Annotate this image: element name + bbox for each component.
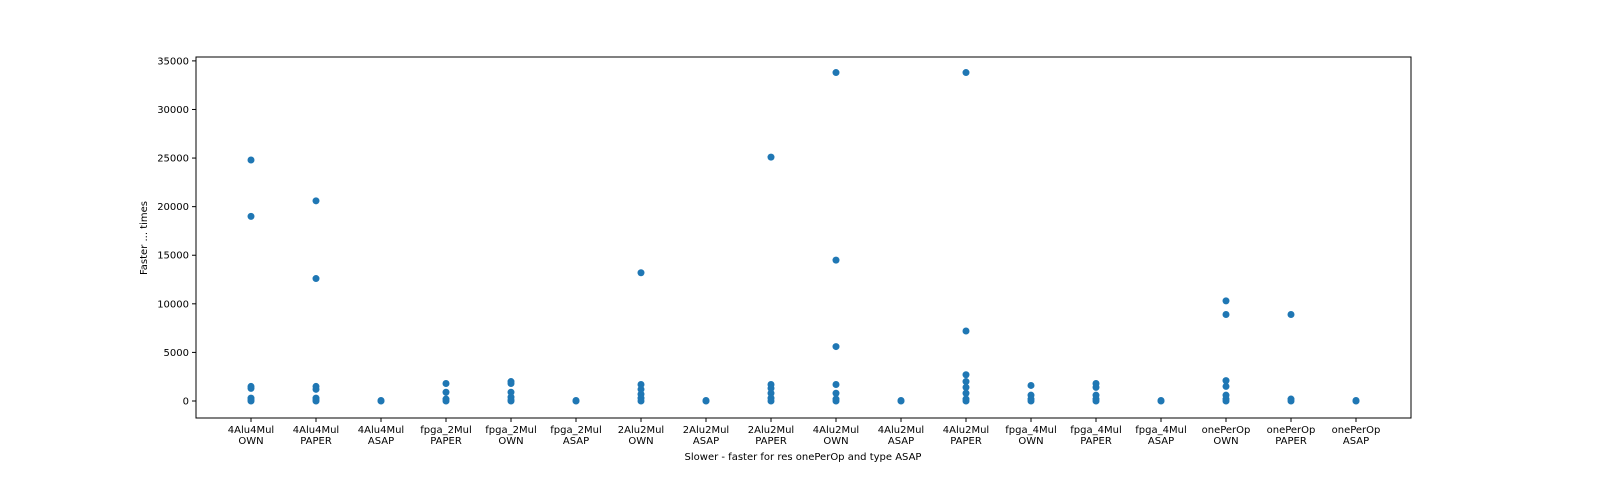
point [832,389,840,397]
point [1222,311,1230,319]
x-tick-label: 4Alu4Mul PAPER [293,425,339,447]
plot-frame [195,56,1412,419]
point [702,397,710,405]
x-axis-label: Slower - faster for res onePerOp and typ… [685,452,922,463]
point [962,378,970,386]
point [832,343,840,351]
point [897,397,905,405]
point [1222,377,1230,385]
x-tick-label: onePerOp PAPER [1267,425,1316,447]
point [1027,381,1035,389]
y-axis-label: Faster ... times [139,201,150,275]
y-tick-label: 35000 [157,56,189,67]
y-tick-label: 10000 [157,299,189,310]
x-tick-label: 4Alu4Mul ASAP [358,425,404,447]
point [637,397,645,405]
point [962,389,970,397]
point [962,69,970,77]
point [1287,397,1295,405]
point [767,384,775,392]
point [377,397,385,405]
x-tick-label: 4Alu2Mul PAPER [943,425,989,447]
point [962,397,970,405]
point [1092,383,1100,391]
point [312,275,320,283]
y-tick-label: 15000 [157,251,189,262]
point [832,397,840,405]
y-tick-label: 20000 [157,202,189,213]
point [1092,397,1100,405]
point [312,197,320,205]
point [1027,397,1035,405]
y-tick-label: 30000 [157,105,189,116]
point [507,397,515,405]
x-tick-label: onePerOp ASAP [1332,425,1381,447]
point [247,212,255,220]
point [247,156,255,164]
point [1352,397,1360,405]
x-tick-label: 4Alu2Mul OWN [813,425,859,447]
x-tick-label: 4Alu4Mul OWN [228,425,274,447]
x-tick-label: 2Alu2Mul PAPER [748,425,794,447]
point [962,371,970,379]
y-tick-label: 5000 [164,348,189,359]
x-tick-label: fpga_4Mul ASAP [1135,425,1186,447]
point [1222,297,1230,305]
point [767,153,775,161]
point [962,383,970,391]
point [832,380,840,388]
point [312,397,320,405]
point [1222,382,1230,390]
point [1157,397,1165,405]
point [247,397,255,405]
x-tick-label: 2Alu2Mul OWN [618,425,664,447]
point [832,69,840,77]
point [1287,311,1295,319]
point [962,327,970,335]
x-tick-label: fpga_4Mul PAPER [1070,425,1121,447]
point [312,385,320,393]
x-tick-label: 2Alu2Mul ASAP [683,425,729,447]
point [442,397,450,405]
point [247,384,255,392]
point [507,388,515,396]
point [767,397,775,405]
point [637,380,645,388]
x-tick-label: fpga_4Mul OWN [1005,425,1056,447]
x-tick-label: fpga_2Mul OWN [485,425,536,447]
x-tick-label: onePerOp OWN [1202,425,1251,447]
point [1222,397,1230,405]
x-tick-label: fpga_2Mul PAPER [420,425,471,447]
point [637,385,645,393]
point [832,256,840,264]
point [442,380,450,388]
point [572,397,580,405]
y-tick-label: 25000 [157,154,189,165]
point [507,380,515,388]
point [767,389,775,397]
point [442,388,450,396]
y-tick-label: 0 [183,396,189,407]
x-tick-label: fpga_2Mul ASAP [550,425,601,447]
point [637,269,645,277]
x-tick-label: 4Alu2Mul ASAP [878,425,924,447]
